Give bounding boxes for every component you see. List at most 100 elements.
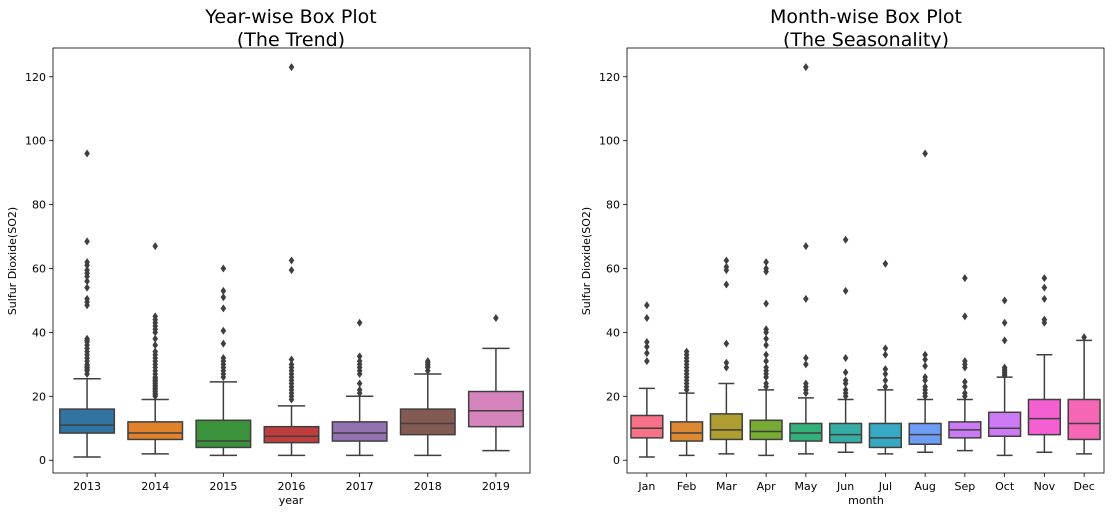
flier-point bbox=[882, 350, 889, 359]
flier-point bbox=[842, 235, 849, 244]
flier-point bbox=[644, 342, 650, 351]
flier-point bbox=[152, 334, 159, 343]
box-Sep bbox=[948, 274, 982, 452]
x-tick-label: May bbox=[795, 480, 818, 493]
box-body bbox=[127, 421, 184, 441]
x-tick-label: 2018 bbox=[414, 480, 442, 493]
box-May bbox=[789, 63, 823, 455]
x-axis-label: month bbox=[848, 494, 884, 507]
box-Oct bbox=[987, 296, 1022, 457]
boxes bbox=[630, 63, 1101, 458]
box-body bbox=[399, 408, 456, 436]
flier-point bbox=[803, 242, 809, 251]
y-tick-label: 120 bbox=[599, 71, 620, 84]
flier-point bbox=[842, 286, 849, 295]
flier-point bbox=[763, 363, 769, 372]
flier-point bbox=[1041, 315, 1048, 324]
flier-point bbox=[152, 242, 159, 251]
flier-point bbox=[220, 339, 227, 348]
y-tick-label: 120 bbox=[25, 71, 46, 84]
flier-point bbox=[962, 274, 968, 283]
box-2015 bbox=[195, 264, 252, 457]
y-tick-label: 80 bbox=[32, 199, 46, 212]
box-body bbox=[1027, 398, 1062, 436]
box-2018 bbox=[399, 357, 456, 457]
flier-point bbox=[763, 334, 769, 343]
flier-point bbox=[1041, 283, 1048, 292]
flier-point bbox=[803, 379, 809, 388]
flier-point bbox=[1001, 336, 1008, 345]
x-tick-label: Feb bbox=[677, 480, 696, 493]
x-tick-label: Mar bbox=[716, 480, 737, 493]
box-body bbox=[467, 390, 524, 428]
flier-point bbox=[882, 376, 889, 385]
flier-point bbox=[763, 325, 769, 334]
box-body bbox=[749, 419, 783, 441]
plot-area bbox=[626, 47, 1105, 474]
box-body bbox=[669, 421, 704, 442]
chart-title-line-1: Month-wise Box Plot bbox=[770, 6, 962, 28]
flier-point bbox=[803, 294, 809, 303]
flier-point bbox=[763, 341, 769, 350]
flier-point bbox=[723, 280, 730, 289]
flier-point bbox=[220, 326, 227, 335]
y-axis-ticks: 0 20 40 60 80 100 120 bbox=[25, 71, 53, 467]
x-tick-label: Jan bbox=[637, 480, 655, 493]
x-tick-label: Sep bbox=[955, 480, 976, 493]
flier-point bbox=[288, 355, 295, 364]
box-body bbox=[59, 408, 116, 434]
flier-point bbox=[803, 360, 809, 369]
flier-point bbox=[288, 360, 295, 369]
flier-point bbox=[962, 357, 968, 366]
flier-point bbox=[152, 341, 159, 350]
x-tick-label: Oct bbox=[995, 480, 1015, 493]
flier-point bbox=[424, 357, 431, 366]
box-body bbox=[263, 425, 320, 444]
box-Nov bbox=[1027, 274, 1062, 453]
y-axis-label: Sulfur Dioxide(SO2) bbox=[580, 207, 593, 315]
flier-point bbox=[644, 349, 650, 358]
flier-point bbox=[922, 350, 928, 359]
chart-title-line-1: Year-wise Box Plot bbox=[204, 6, 376, 28]
flier-point bbox=[922, 361, 928, 370]
flier-point bbox=[84, 283, 90, 292]
box-2019 bbox=[467, 314, 524, 452]
box-body bbox=[908, 422, 942, 445]
flier-point bbox=[763, 299, 769, 308]
flier-point bbox=[644, 357, 650, 366]
y-tick-label: 60 bbox=[32, 262, 46, 275]
flier-point bbox=[644, 314, 650, 323]
flier-point bbox=[882, 382, 889, 391]
box-Apr bbox=[749, 258, 783, 457]
flier-point bbox=[288, 256, 295, 265]
box-Mar bbox=[709, 256, 744, 455]
y-tick-label: 0 bbox=[39, 454, 46, 467]
flier-point bbox=[220, 304, 227, 313]
box-2017 bbox=[331, 318, 388, 457]
flier-point bbox=[644, 337, 650, 346]
box-body bbox=[789, 422, 823, 442]
flier-point bbox=[1081, 333, 1087, 342]
flier-point bbox=[962, 382, 968, 391]
flier-point bbox=[356, 318, 363, 327]
flier-point bbox=[84, 237, 90, 246]
box-Jun bbox=[828, 235, 863, 453]
chart-title-line-2: (The Seasonality) bbox=[783, 29, 949, 51]
flier-point bbox=[220, 293, 227, 302]
box-body bbox=[987, 411, 1022, 438]
flier-point bbox=[683, 347, 690, 356]
box-Feb bbox=[669, 347, 704, 457]
x-tick-label: 2017 bbox=[346, 480, 374, 493]
x-axis-ticks: 2013 2014 2015 2016 2017 2018 2019 bbox=[73, 473, 510, 493]
flier-point bbox=[356, 385, 363, 394]
flier-point bbox=[882, 369, 889, 378]
flier-point bbox=[288, 63, 295, 72]
box-2014 bbox=[127, 242, 184, 455]
flier-point bbox=[644, 301, 650, 310]
y-tick-label: 40 bbox=[32, 326, 46, 339]
flier-point bbox=[356, 357, 363, 366]
flier-point bbox=[493, 314, 499, 323]
box-body bbox=[195, 419, 252, 449]
flier-point bbox=[842, 385, 849, 394]
